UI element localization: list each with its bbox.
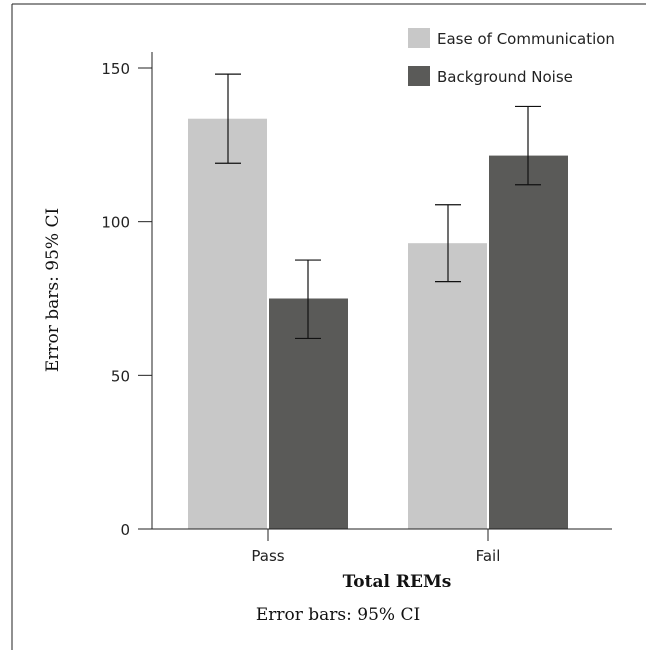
x-tick-label: Pass [251, 547, 284, 565]
x-axis-label: Total REMs [343, 572, 452, 592]
y-tick-label: 0 [120, 521, 130, 539]
y-axis-label: Error bars: 95% CI [43, 208, 63, 372]
bar [408, 243, 487, 529]
bar [188, 118, 267, 530]
legend-label: Ease of Communication [437, 30, 615, 48]
legend-label: Background Noise [437, 68, 573, 86]
plot-area [188, 73, 568, 530]
bar [489, 155, 568, 529]
x-tick-label: Fail [476, 547, 501, 565]
legend: Ease of Communication Background Noise [408, 28, 615, 86]
legend-swatch [408, 66, 430, 86]
axes [151, 52, 612, 530]
y-tick-label: 50 [111, 367, 130, 385]
y-ticks: 0 50 100 150 [101, 60, 152, 539]
y-tick-label: 150 [101, 60, 130, 78]
x-ticks: Pass Fail [251, 529, 500, 565]
legend-swatch [408, 28, 430, 48]
y-tick-label: 100 [101, 214, 130, 232]
footnote: Error bars: 95% CI [256, 605, 420, 625]
